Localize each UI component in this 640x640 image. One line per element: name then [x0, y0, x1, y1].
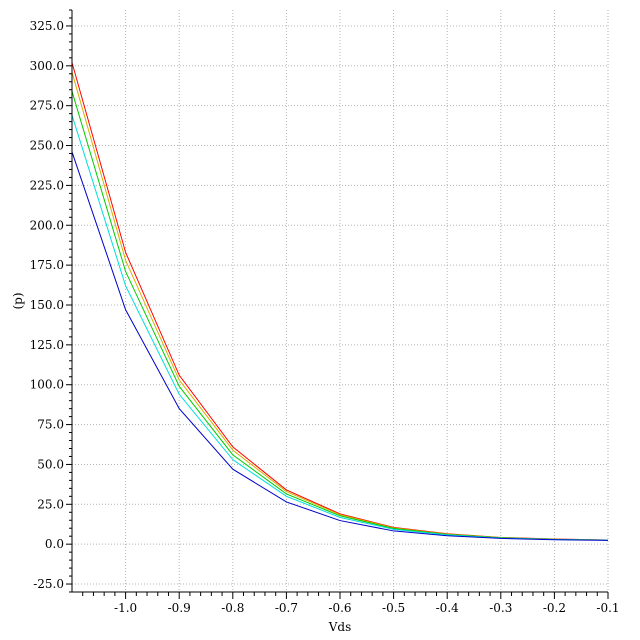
grid: [72, 10, 609, 592]
y-tick-label: 225.0: [30, 178, 64, 192]
x-tick-label: -0.6: [328, 601, 351, 615]
series-group: [71, 62, 609, 541]
x-tick-label: -0.8: [221, 601, 244, 615]
y-tick-label: 250.0: [30, 139, 64, 153]
y-tick-label: 300.0: [30, 59, 64, 73]
x-tick-label: -0.7: [275, 601, 298, 615]
y-tick-label: 175.0: [30, 258, 64, 272]
y-ticks: -25.0 0.0 25.0 50.0 75.0 100.0 125.0 150.0 175.0…: [30, 9, 72, 593]
x-ticks: -1.0 -0.9 -0.8 -0.7 -0.6 -0.5 -0.4 -0.3 -0.2 -0.1: [82, 592, 620, 615]
y-tick-label: 0.0: [45, 537, 64, 551]
y-tick-label: 150.0: [30, 298, 64, 312]
y-tick-label: 100.0: [30, 378, 64, 392]
x-tick-label: -0.1: [596, 601, 619, 615]
x-tick-label: -1.0: [114, 601, 137, 615]
y-tick-label: 275.0: [30, 99, 64, 113]
x-tick-label: -0.3: [489, 601, 512, 615]
y-tick-label: 325.0: [30, 19, 64, 33]
y-tick-label: 75.0: [37, 418, 64, 432]
x-tick-label: -0.4: [436, 601, 460, 615]
y-axis-title: (p): [11, 292, 25, 309]
x-axis-title: Vds: [328, 620, 352, 634]
y-tick-label: 125.0: [30, 338, 64, 352]
series-line-5: [71, 151, 609, 541]
y-tick-label: 50.0: [37, 457, 64, 471]
y-tick-label: -25.0: [33, 577, 64, 591]
y-tick-label: 200.0: [30, 218, 64, 232]
x-tick-label: -0.9: [168, 601, 191, 615]
y-tick-label: 25.0: [37, 497, 64, 511]
x-tick-label: -0.2: [543, 601, 566, 615]
x-tick-label: -0.5: [382, 601, 405, 615]
